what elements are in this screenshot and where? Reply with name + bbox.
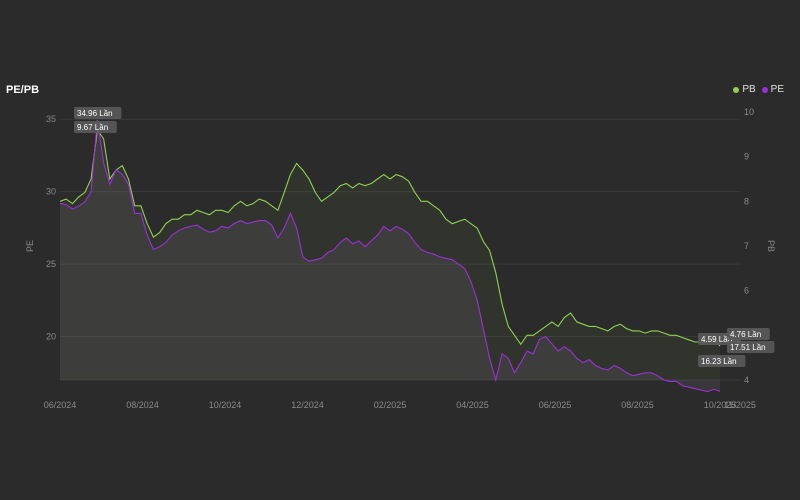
- annotation-label: 16.23 Lần: [701, 357, 737, 366]
- legend-label-pb: PB: [742, 84, 756, 95]
- y-right-tick-label: 8: [744, 196, 749, 206]
- y-left-tick-label: 20: [46, 332, 56, 342]
- y-left-tick-label: 25: [46, 259, 56, 269]
- y-right-tick-label: 6: [744, 286, 749, 296]
- legend-dot-pe: [761, 86, 768, 93]
- chart-title: PE/PB: [6, 84, 40, 96]
- x-tick-label: 10/2025: [704, 400, 737, 410]
- pb-series-line: [59, 128, 721, 347]
- pe-area: [60, 119, 720, 392]
- pe-series-line: [59, 119, 721, 393]
- annotation-label: 4.59 Lần: [701, 335, 732, 344]
- legend-label-pe: PE: [770, 84, 784, 95]
- y-right-tick-label: 10: [744, 107, 754, 117]
- annotation-label: 34.96 Lần: [77, 109, 113, 118]
- y-right-tick-label: 9: [744, 152, 749, 162]
- annotation-label-bg: [698, 355, 746, 367]
- annotation-label: 9.67 Lần: [77, 123, 108, 132]
- x-tick-label: 08/2025: [621, 400, 654, 410]
- annotation-label: 17.51 Lần: [730, 343, 766, 352]
- legend-item-pb[interactable]: PB: [733, 84, 756, 95]
- x-tick-label: 11/2025: [724, 400, 756, 410]
- y-left-tick-label: 35: [46, 114, 56, 124]
- annotation-label-bg: [74, 121, 117, 133]
- legend-item-pe[interactable]: PE: [761, 84, 784, 95]
- x-tick-label: 08/2024: [126, 400, 159, 410]
- y-right-axis-title: PB: [766, 240, 776, 252]
- x-tick-label: 06/2024: [44, 400, 77, 410]
- y-left-tick-label: 30: [46, 187, 56, 197]
- x-tick-label: 04/2025: [456, 400, 489, 410]
- y-left-axis-title: PE: [25, 240, 35, 252]
- annotation-label: 4.76 Lần: [730, 330, 761, 339]
- y-right-tick-label: 7: [744, 241, 749, 251]
- annotation-label-bg: [727, 341, 775, 353]
- legend: PB PE: [733, 84, 784, 95]
- x-tick-label: 06/2025: [539, 400, 572, 410]
- x-tick-label: 12/2024: [291, 400, 324, 410]
- pb-area: [60, 129, 720, 380]
- annotation-label-bg: [74, 107, 122, 119]
- annotation-label-bg: [727, 328, 770, 340]
- y-right-tick-label: 4: [744, 375, 749, 385]
- x-tick-label: 10/2024: [209, 400, 242, 410]
- x-tick-label: 02/2025: [374, 400, 407, 410]
- legend-dot-pb: [733, 86, 740, 93]
